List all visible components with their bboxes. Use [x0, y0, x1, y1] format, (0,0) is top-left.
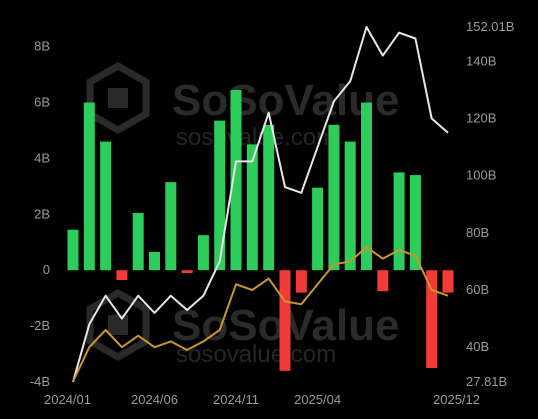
price-line [72, 246, 449, 382]
bar [230, 89, 242, 271]
line-series [72, 26, 449, 383]
right-tick-label: 120B [466, 111, 496, 126]
bar [263, 124, 275, 271]
x-axis: 2024/01 2024/06 2024/11 2025/04 2025/12 [44, 392, 480, 407]
bar [409, 175, 421, 271]
total-line [72, 26, 449, 383]
x-tick-label: 2024/06 [131, 392, 178, 407]
sosovalue-logo-icon [86, 61, 150, 135]
right-tick-label: 100B [466, 168, 496, 183]
bar [67, 229, 79, 271]
bar [426, 270, 438, 368]
bar [328, 124, 340, 271]
left-tick-label: -4B [30, 374, 50, 389]
x-tick-label: 2025/12 [433, 392, 480, 407]
left-tick-label: 6B [34, 95, 50, 110]
left-tick-label: 0 [43, 262, 50, 277]
bar [246, 144, 258, 271]
bar [295, 270, 307, 293]
right-tick-label: 40B [466, 339, 489, 354]
bar [442, 270, 454, 293]
bar [312, 187, 324, 271]
bar [149, 252, 160, 271]
sosovalue-logo-icon [86, 288, 150, 362]
bar [393, 172, 405, 271]
left-axis: 8B 6B 4B 2B 0 -2B -4B [30, 39, 50, 389]
bar [279, 270, 291, 371]
bar [361, 102, 372, 271]
right-tick-label: 60B [466, 282, 489, 297]
bar [377, 270, 389, 292]
right-tick-label: 80B [466, 225, 489, 240]
bar [344, 141, 356, 271]
bar [83, 102, 95, 271]
bar [100, 141, 112, 271]
left-tick-label: 2B [34, 206, 50, 221]
bar-series [67, 89, 454, 371]
bar [181, 270, 193, 273]
right-axis: 152.01B 140B 120B 100B 80B 60B 40B 27.81B [466, 19, 514, 389]
bar [116, 270, 128, 280]
watermark-url: sosovalue.com [176, 341, 336, 368]
x-tick-label: 2024/11 [213, 392, 259, 407]
left-tick-label: 4B [34, 150, 50, 165]
bar [165, 182, 177, 271]
right-tick-label: 27.81B [466, 374, 507, 389]
right-tick-label: 152.01B [466, 19, 514, 34]
bar [197, 235, 209, 271]
x-tick-label: 2025/04 [294, 392, 341, 407]
x-tick-label: 2024/01 [44, 392, 91, 407]
bar [132, 212, 144, 271]
left-tick-label: -2B [30, 318, 50, 333]
left-tick-label: 8B [34, 39, 50, 54]
bar [214, 120, 226, 271]
right-tick-label: 140B [466, 53, 496, 68]
